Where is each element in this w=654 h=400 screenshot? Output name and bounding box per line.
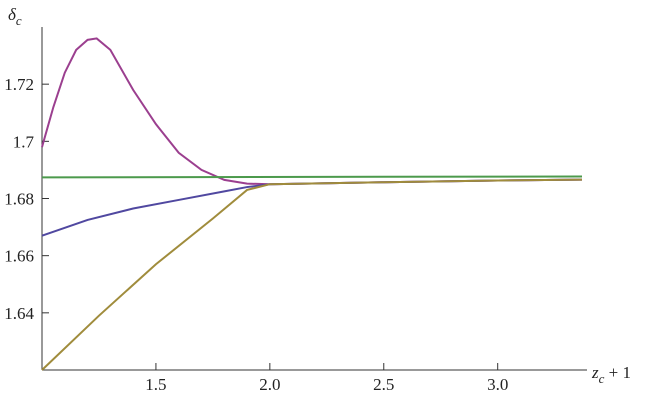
x-tick-label: 3.0: [487, 375, 508, 394]
y-label-sub: c: [16, 13, 22, 28]
x-tick-label: 2.5: [373, 375, 394, 394]
y-axis-label: δc: [8, 5, 22, 28]
x-label-base: z: [591, 363, 599, 382]
x-label-rest: + 1: [604, 363, 631, 382]
y-tick-label: 1.66: [4, 247, 34, 266]
x-axis-label: zc + 1: [591, 363, 631, 386]
x-tick-label: 1.5: [145, 375, 166, 394]
y-tick-label: 1.72: [4, 75, 34, 94]
y-tick-label: 1.7: [13, 132, 35, 151]
series-line: [41, 178, 583, 237]
x-label-sub: c: [599, 371, 605, 386]
x-tick-label: 2.0: [259, 375, 280, 394]
y-tick-label: 1.68: [4, 190, 34, 209]
series-line: [41, 37, 583, 186]
y-tick-label: 1.64: [4, 304, 34, 323]
y-label-base: δ: [8, 5, 17, 24]
series-line: [41, 178, 583, 371]
series-line: [41, 175, 583, 179]
